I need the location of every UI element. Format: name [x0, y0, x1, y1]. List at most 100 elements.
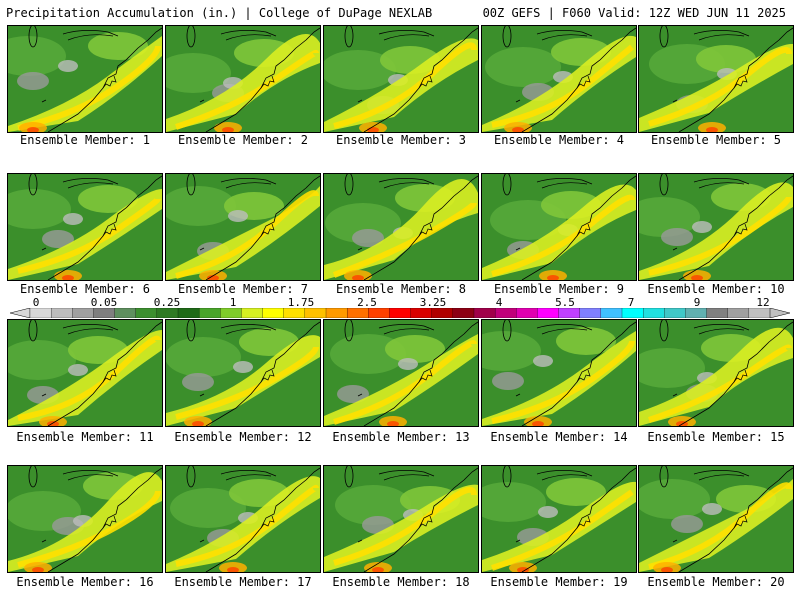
ensemble-member-label: Ensemble Member: 18 [332, 575, 470, 589]
ensemble-member-map [165, 465, 321, 573]
ensemble-member-label: Ensemble Member: 13 [332, 430, 470, 444]
colorbar-swatch [325, 308, 348, 318]
colorbar-swatch [410, 308, 433, 318]
ensemble-member-label: Ensemble Member: 19 [490, 575, 628, 589]
colorbar-swatch [621, 308, 644, 318]
colorbar-tick-label: 7 [627, 296, 635, 309]
ensemble-member-map [323, 173, 479, 281]
colorbar-swatch [579, 308, 602, 318]
colorbar-tick-label: 5.5 [555, 296, 575, 309]
ensemble-member-map [7, 25, 163, 133]
ensemble-member-map [638, 319, 794, 427]
precip-field [324, 26, 478, 132]
precip-field [639, 466, 793, 572]
precip-field [8, 174, 162, 280]
ensemble-member-label: Ensemble Member: 2 [177, 133, 309, 147]
ensemble-member-map [7, 319, 163, 427]
colorbar-swatch [389, 308, 412, 318]
ensemble-member-label: Ensemble Member: 14 [490, 430, 628, 444]
precip-field [482, 320, 636, 426]
colorbar-swatch [642, 308, 665, 318]
ensemble-member-label: Ensemble Member: 8 [335, 282, 467, 296]
colorbar-swatch [220, 308, 242, 318]
ensemble-member-map [481, 25, 637, 133]
colorbar-swatch [283, 308, 306, 318]
ensemble-member-map [7, 465, 163, 573]
colorbar-swatch [29, 308, 52, 318]
precip-field [166, 320, 320, 426]
colorbar-swatch [516, 308, 538, 318]
colorbar-swatch [537, 308, 560, 318]
colorbar-swatch [241, 308, 264, 318]
ensemble-member-label: Ensemble Member: 7 [177, 282, 309, 296]
colorbar-tick-label: 3.25 [419, 296, 447, 309]
colorbar-swatch [558, 308, 581, 318]
precip-field [482, 174, 636, 280]
colorbar-swatch [177, 308, 200, 318]
ensemble-member-map [481, 465, 637, 573]
ensemble-member-map [323, 25, 479, 133]
precip-field [166, 466, 320, 572]
ensemble-member-map [638, 25, 794, 133]
ensemble-member-map [323, 319, 479, 427]
colorbar-swatch [473, 308, 496, 318]
colorbar-swatch [431, 308, 454, 318]
ensemble-member-label: Ensemble Member: 4 [493, 133, 625, 147]
colorbar-swatch [346, 308, 369, 318]
colorbar-swatch [600, 308, 623, 318]
ensemble-member-map [481, 319, 637, 427]
precip-field [639, 174, 793, 280]
colorbar-swatch [685, 308, 708, 318]
precip-field [324, 320, 478, 426]
ensemble-member-map [638, 465, 794, 573]
colorbar-swatch [706, 308, 729, 318]
colorbar-swatch [262, 308, 285, 318]
precip-field [166, 174, 320, 280]
colorbar-tick-label: 0.25 [153, 296, 181, 309]
colorbar-tick-label: 12 [756, 296, 770, 309]
colorbar-tick-label: 2.5 [357, 296, 377, 309]
colorbar-tick-label: 1 [229, 296, 237, 309]
ensemble-member-label: Ensemble Member: 11 [16, 430, 154, 444]
colorbar-swatch [50, 308, 73, 318]
ensemble-member-label: Ensemble Member: 15 [647, 430, 785, 444]
ensemble-member-label: Ensemble Member: 12 [174, 430, 312, 444]
ensemble-member-map [638, 173, 794, 281]
colorbar-swatch [135, 308, 158, 318]
precip-field [482, 466, 636, 572]
colorbar-swatch [304, 308, 327, 318]
ensemble-member-label: Ensemble Member: 1 [19, 133, 151, 147]
ensemble-member-map [481, 173, 637, 281]
colorbar-swatch [72, 308, 94, 318]
colorbar-tick-label: 9 [693, 296, 701, 309]
map-title: Precipitation Accumulation (in.) | Colle… [6, 6, 433, 20]
precip-field [639, 320, 793, 426]
colorbar-tick-label: 0 [32, 296, 40, 309]
precip-field [8, 466, 162, 572]
colorbar-swatch [664, 308, 686, 318]
precip-field [639, 26, 793, 132]
ensemble-member-map [323, 465, 479, 573]
precip-field [166, 26, 320, 132]
ensemble-member-map [165, 319, 321, 427]
colorbar-swatch [198, 308, 221, 318]
ensemble-member-label: Ensemble Member: 9 [493, 282, 625, 296]
colorbar-swatch [93, 308, 116, 318]
colorbar-swatch [156, 308, 179, 318]
precip-colorbar [10, 308, 790, 318]
colorbar-tick-label: 0.05 [90, 296, 118, 309]
colorbar-swatch [452, 308, 475, 318]
ensemble-member-label: Ensemble Member: 20 [647, 575, 785, 589]
colorbar-swatch [748, 308, 771, 318]
ensemble-member-label: Ensemble Member: 6 [19, 282, 151, 296]
colorbar-swatch [494, 308, 517, 318]
ensemble-member-map [165, 25, 321, 133]
precip-field [8, 26, 162, 132]
colorbar-tick-label: 1.75 [287, 296, 315, 309]
ensemble-member-label: Ensemble Member: 10 [647, 282, 785, 296]
ensemble-member-label: Ensemble Member: 3 [335, 133, 467, 147]
ensemble-member-map [165, 173, 321, 281]
precip-field [482, 26, 636, 132]
colorbar-swatch [114, 308, 137, 318]
precip-field [324, 466, 478, 572]
